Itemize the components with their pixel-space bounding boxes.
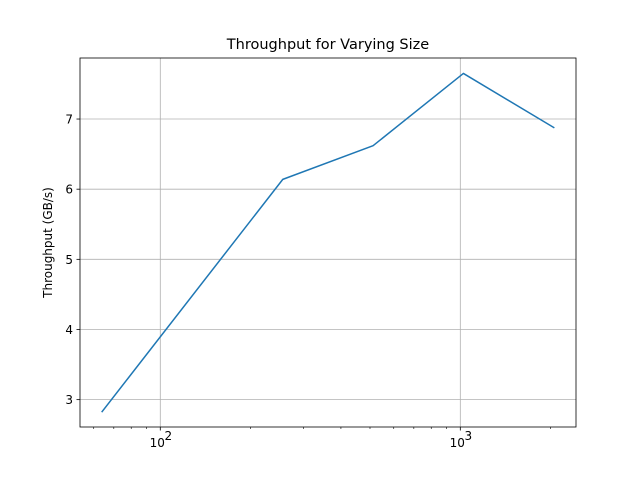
x-tick-label-exponent: 3 [464,429,472,443]
y-tick-label: 3 [65,393,73,407]
grid-lines [80,58,576,427]
chart-title: Throughput for Varying Size [226,37,429,53]
y-axis-label: Throughput (GB/s) [41,187,55,299]
plot-frame [79,57,577,428]
series-lines [101,72,555,413]
y-tick-label: 4 [65,323,73,337]
x-tick-label: 10 [150,436,165,450]
series-line [101,72,555,413]
x-tick-label: 10 [450,436,465,450]
y-tick-label: 6 [65,183,73,197]
y-tick-label: 7 [65,113,73,127]
x-tick-label-exponent: 2 [164,429,172,443]
y-tick-label: 5 [65,253,73,267]
